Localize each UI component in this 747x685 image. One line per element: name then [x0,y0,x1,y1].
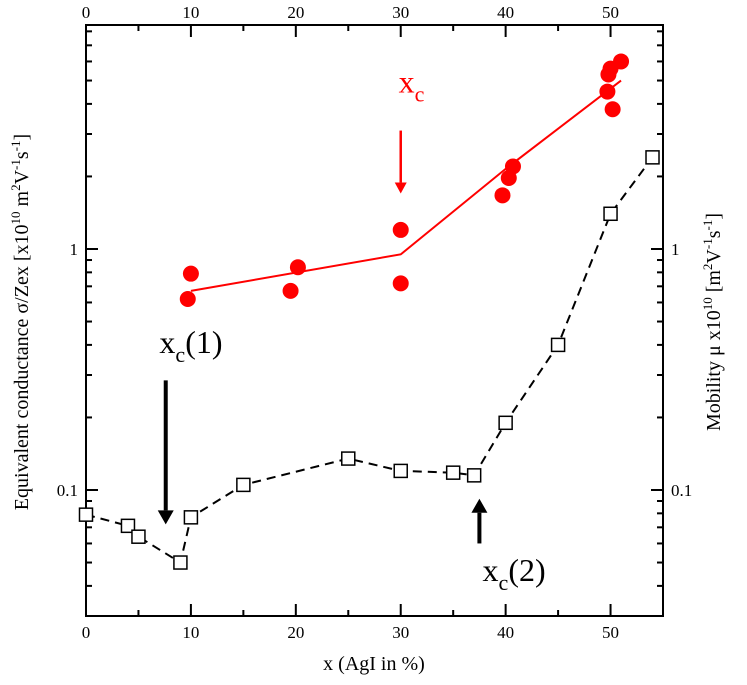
conductance-point [392,275,409,292]
y-tick-label-right: 1 [671,240,680,259]
axis-ticks: 0 0 10 10 20 20 30 30 40 40 50 50 0.1 0.1 1 1 [57,3,693,642]
conductance-fit-line [190,79,622,292]
x-tick-label-bottom: 10 [182,623,199,642]
x-tick-label-top: 20 [287,3,304,22]
x-axis-title: x (AgI in %) [323,653,425,675]
mobility-point [645,150,660,165]
conductance-point [179,291,196,308]
conductance-point [289,259,306,276]
right-y-title-V: V [703,249,725,264]
plot-frame [85,24,664,617]
right-y-axis-title: Mobility μ x1010 [m2V-1s-1] [700,213,725,431]
x-tick-label-bottom: 0 [82,623,91,642]
conductance-point [182,265,199,282]
y-tick-label-left: 1 [70,240,79,259]
mobility-point [341,451,356,466]
left-y-axis-title: Equivalent conductance σ/Zex[x1010 m2V-1… [8,134,33,510]
x-tick-label-top: 40 [497,3,514,22]
x-tick-label-bottom: 30 [392,623,409,642]
xc-sub: c [415,82,425,107]
right-y-title-close: ] [703,213,725,220]
left-y-title-sups: -1 [8,140,23,151]
conductance-point [392,221,409,238]
xc2-main: x [483,552,499,588]
conductance-point [599,83,616,100]
right-y-title-sup2: 2 [700,264,715,271]
mobility-point [603,206,618,222]
xc-main: x [399,64,415,100]
right-y-title-s: s [703,230,725,238]
xc1-sub: c [175,342,185,367]
left-y-title-sigma: σ/Zex [11,266,33,313]
mobility-point [445,465,461,480]
left-y-title-prefix: Equivalent conductance [11,314,33,511]
x-tick-label-top: 10 [182,3,199,22]
mobility-point [131,529,146,544]
left-y-title-unit: [x10 [11,224,33,261]
left-y-title-V: V [11,169,33,184]
left-y-title-m: m [11,190,33,211]
x-tick-label-bottom: 20 [287,623,304,642]
right-y-title-prefix: Mobility μ x10 [703,310,725,431]
xc2-paren: (2) [508,552,545,588]
xc2-sub: c [499,570,509,595]
mobility-point [236,477,251,493]
label-xc: xc [399,64,425,107]
x-tick-label-bottom: 50 [602,623,619,642]
series-lines [85,79,654,565]
right-y-title-sups: -1 [700,220,715,231]
mobility-point [466,468,482,483]
xc1-main: x [159,324,175,360]
label-xc1: xc(1) [159,324,222,367]
left-y-title-s: s [11,151,33,159]
conductance-point [282,282,299,299]
mobility-point [393,463,408,479]
left-y-title-sup2: 2 [8,184,23,191]
mobility-point [550,337,566,353]
conductance-point [504,158,521,175]
x-tick-label-top: 30 [392,3,409,22]
y-tick-label-left: 0.1 [57,481,78,500]
conductance-point [613,53,630,70]
arrow-xc1-head [157,510,174,525]
arrow-xc-head [394,182,407,194]
conductance-point [494,187,511,204]
x-tick-label-top: 0 [82,3,91,22]
left-y-title-close: ] [11,134,33,141]
label-xc2: xc(2) [483,552,546,595]
annotation-arrows [157,130,488,544]
x-tick-label-bottom: 40 [497,623,514,642]
mobility-point [183,510,199,525]
xc1-paren: (1) [185,324,222,360]
x-tick-label-top: 50 [602,3,619,22]
conductance-point [604,101,621,118]
mobility-point [173,555,188,570]
mobility-point [78,507,94,522]
right-y-title-unit: [m [703,270,725,298]
y-tick-label-right: 0.1 [671,481,692,500]
right-y-title-supV: -1 [700,238,715,249]
mobility-point [498,415,513,431]
series-markers [78,53,660,570]
arrow-xc2-head [471,498,488,513]
left-y-title-exp: 10 [8,211,23,224]
mobility-point [120,518,136,534]
left-y-title-supV: -1 [8,159,23,170]
right-y-title-exp: 10 [700,297,715,310]
